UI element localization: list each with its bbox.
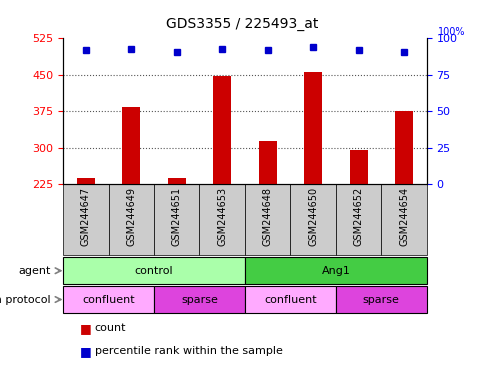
Bar bbox=[76, 178, 95, 184]
Bar bbox=[212, 76, 231, 184]
Bar bbox=[167, 179, 185, 184]
Text: control: control bbox=[135, 266, 173, 276]
Text: 100%: 100% bbox=[437, 27, 464, 37]
Text: confluent: confluent bbox=[82, 295, 135, 305]
Text: confluent: confluent bbox=[263, 295, 316, 305]
Bar bbox=[122, 108, 140, 184]
Bar bbox=[394, 111, 412, 184]
Text: sparse: sparse bbox=[181, 295, 217, 305]
Text: Ang1: Ang1 bbox=[321, 266, 349, 276]
Bar bbox=[258, 141, 276, 184]
Text: GDS3355 / 225493_at: GDS3355 / 225493_at bbox=[166, 17, 318, 31]
Bar bbox=[349, 150, 367, 184]
Text: ■: ■ bbox=[80, 322, 91, 335]
Text: percentile rank within the sample: percentile rank within the sample bbox=[94, 346, 282, 356]
Text: sparse: sparse bbox=[362, 295, 399, 305]
Text: agent: agent bbox=[18, 266, 51, 276]
Text: growth protocol: growth protocol bbox=[0, 295, 51, 305]
Text: count: count bbox=[94, 323, 126, 333]
Bar bbox=[303, 72, 321, 184]
Text: ■: ■ bbox=[80, 345, 91, 358]
